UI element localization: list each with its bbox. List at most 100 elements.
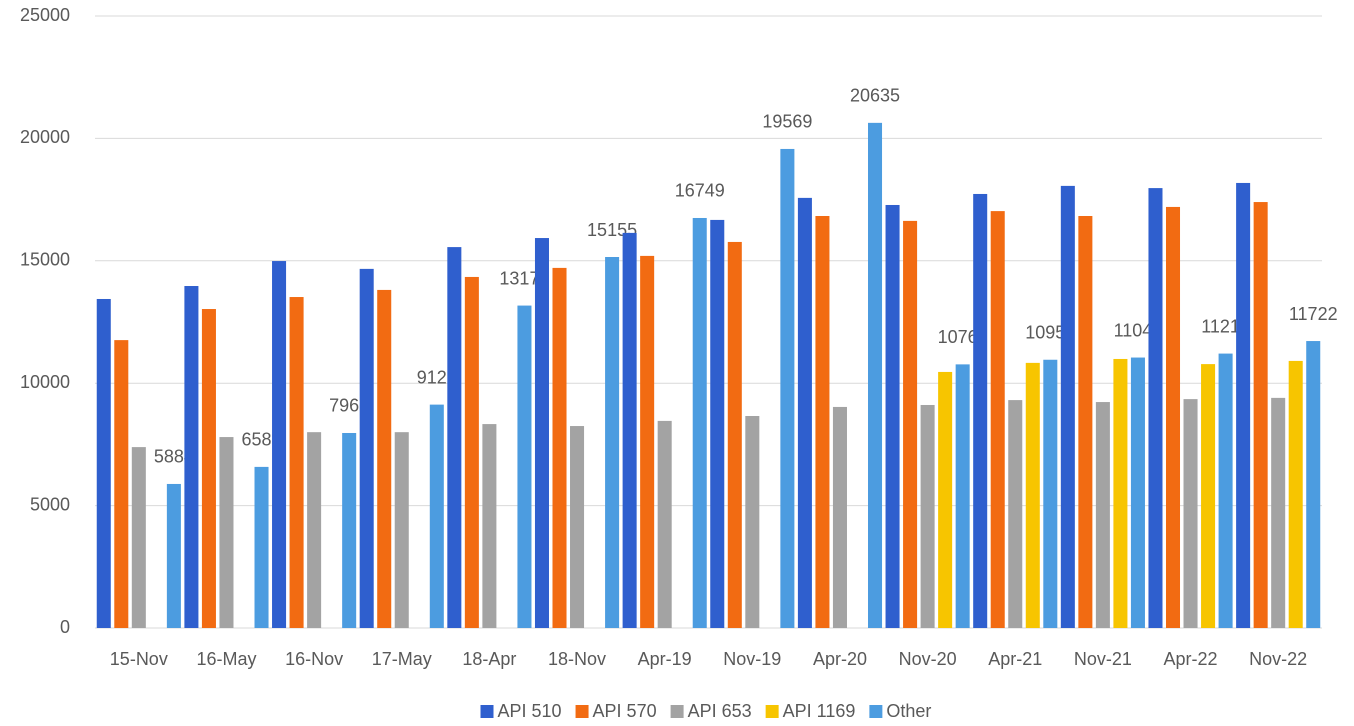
data-label: 20635 [850,86,900,106]
bar [429,404,444,628]
x-tick-label: 18-Nov [548,649,606,669]
bar [114,340,129,628]
bar [307,432,322,628]
x-tick-label: 16-May [196,649,256,669]
bar [1025,362,1040,628]
legend-label: Other [886,701,931,721]
bar [692,217,707,628]
bar [745,416,760,628]
bar [1148,188,1163,628]
x-tick-label: Apr-22 [1164,649,1218,669]
bar [1060,185,1075,628]
bar [570,426,585,628]
x-tick-label: Nov-22 [1249,649,1307,669]
y-tick-label: 5000 [30,494,70,514]
y-tick-label: 15000 [20,250,70,270]
bar [394,432,409,628]
legend-label: API 570 [593,701,657,721]
x-tick-label: 17-May [372,649,432,669]
bar [272,261,287,628]
x-tick-label: 15-Nov [110,649,168,669]
data-label: 5884 [154,447,194,467]
bar [710,219,725,628]
bar [955,364,970,628]
bar [920,404,935,628]
bar [938,371,953,628]
bar [1113,358,1128,628]
bar [868,122,883,629]
bar [815,216,830,629]
legend-swatch [869,705,883,718]
x-tick-label: 18-Apr [462,649,516,669]
bar [990,211,1005,629]
data-label: 6581 [241,430,281,450]
bar [184,286,199,628]
bar [640,255,655,629]
bar [96,298,111,628]
legend-swatch [575,705,589,718]
bar [131,447,146,628]
bar [1236,182,1251,628]
bar [219,437,234,628]
data-label: 11722 [1289,304,1338,324]
bar [832,406,847,628]
x-tick-label: Nov-19 [723,649,781,669]
bar [727,241,742,629]
legend-swatch [670,705,684,718]
data-label: 19569 [762,112,812,132]
legend-label: API 653 [688,701,752,721]
legend-swatch [480,705,494,718]
bar [534,238,549,628]
bar [1253,202,1268,628]
bar [254,466,269,628]
bar [622,232,637,628]
x-tick-label: Nov-21 [1074,649,1132,669]
data-label: 16749 [675,181,725,201]
bar [797,197,812,628]
bar [1078,216,1093,629]
x-tick-label: 16-Nov [285,649,343,669]
bar [359,268,374,628]
bar [517,305,532,628]
legend-label: API 510 [498,701,562,721]
bar [1288,360,1303,628]
data-label: 9125 [417,367,457,387]
bar [657,420,672,628]
bar [973,193,988,628]
bar [885,204,900,628]
bar [903,220,918,629]
x-tick-label: Apr-20 [813,649,867,669]
bar [464,276,479,628]
bar [342,432,357,628]
bar [780,148,795,629]
bar [605,257,620,628]
bar [552,267,567,628]
x-tick-label: Nov-20 [899,649,957,669]
bar [289,297,304,628]
bar [1183,399,1198,628]
bar [1008,400,1023,628]
bar [482,424,497,628]
y-tick-label: 20000 [20,127,70,147]
legend-swatch [765,705,779,718]
y-tick-label: 0 [60,617,70,637]
bar [201,309,216,628]
bar [447,247,462,629]
bar [1306,341,1321,628]
bar [1201,364,1216,628]
bar [1043,359,1058,628]
bar [1130,357,1145,628]
bar [1271,397,1286,628]
bar [166,483,181,628]
bar [377,289,392,628]
x-tick-label: Apr-19 [638,649,692,669]
bar [1095,402,1110,628]
x-tick-label: Apr-21 [988,649,1042,669]
y-tick-label: 25000 [20,5,70,25]
data-label: 7966 [329,396,369,416]
legend-label: API 1169 [783,701,856,721]
bar [1218,353,1233,628]
y-tick-label: 10000 [20,372,70,392]
bar [1165,206,1181,628]
